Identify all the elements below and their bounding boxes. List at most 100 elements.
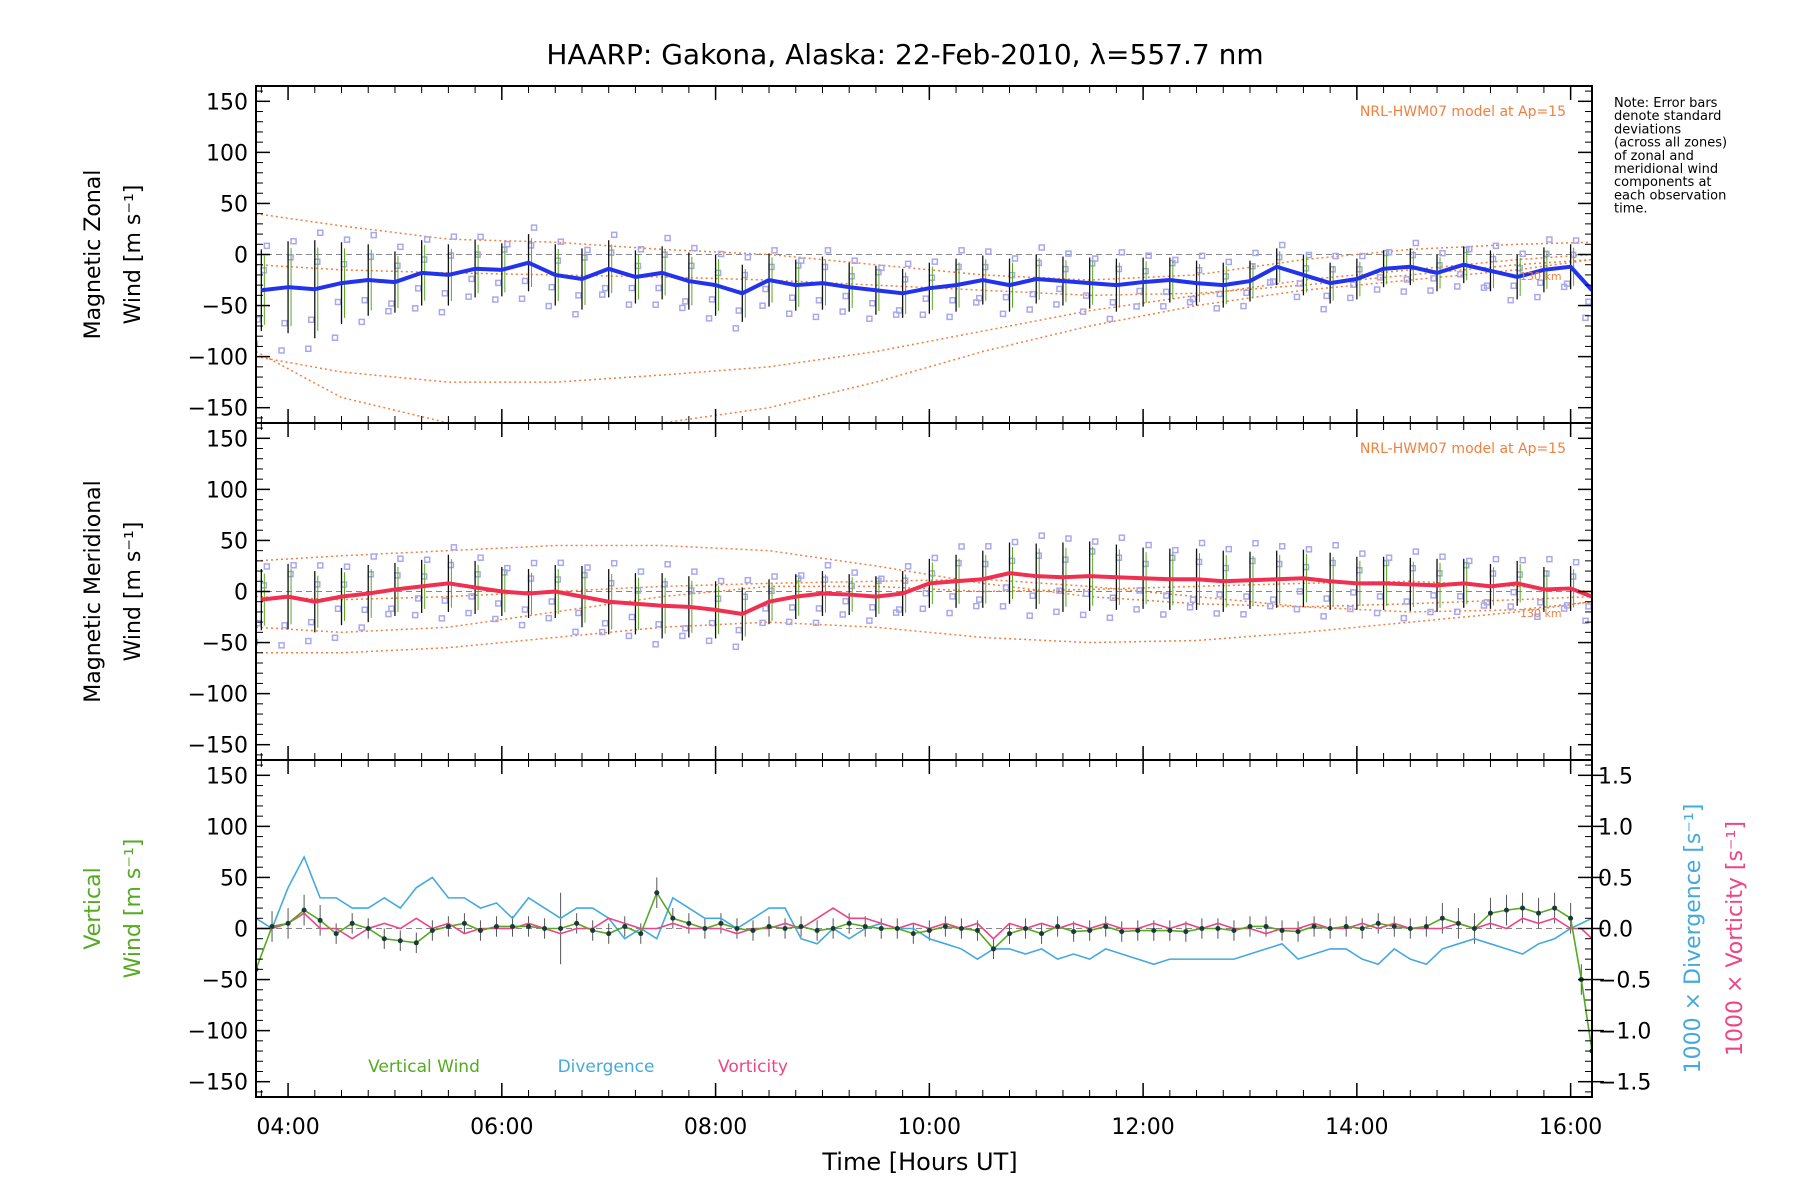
zone-sample [1585,603,1592,610]
vertical-wind-point [814,928,820,934]
zone-sample [1240,302,1247,310]
vertical-wind-point [1199,926,1205,931]
note-line: meridional wind [1614,162,1718,177]
zone-sample [682,625,689,632]
zone-sample [477,233,484,241]
zone-sample [1145,541,1152,549]
zone-sample [1109,594,1117,601]
y2-tick-label: −0.5 [1598,969,1651,994]
zone-sample [904,260,912,268]
zone-sample [735,307,743,314]
zone-sample [815,605,823,612]
zone-sample [278,642,285,649]
zone-sample [1082,292,1090,299]
vertical-wind-point [1071,929,1077,935]
vertical-wind-point [910,931,916,937]
zone-sample [1430,592,1437,599]
zone-sample [625,301,633,308]
zone-sample [1400,614,1408,622]
zone-sample [1216,591,1224,598]
vertical-wind-point [1103,923,1109,929]
vertical-wind-point [1503,907,1509,913]
zone-sample [1026,612,1033,619]
vertical-wind-point [477,928,483,934]
zone-sample [575,609,582,617]
model-curve [256,253,1592,383]
zone-sample [1534,613,1541,620]
zone-sample [1572,558,1580,566]
zone-sample [256,340,259,348]
vertical-wind-point [766,923,772,929]
vertical-wind-point [1327,926,1333,931]
x-axis-title: Time [Hours UT] [821,1148,1017,1176]
zone-sample [1118,249,1126,256]
zone-sample [305,637,312,645]
zone-sample [812,313,820,321]
zone-sample [545,302,553,310]
vertical-wind-point [1023,926,1029,931]
zone-sample [504,240,511,248]
zonal-wind-line [261,260,1592,296]
zone-sample [1002,293,1010,301]
zone-sample [1011,255,1019,262]
zone-sample [628,613,636,621]
y-axis-title-line2: Wind [m s⁻¹] [121,522,146,662]
zone-sample [1133,303,1140,310]
y-axis-title-line1: Magnetic Meridional [81,480,106,702]
zone-sample [575,292,582,299]
zone-sample [866,315,873,322]
zone-sample [278,347,285,354]
y-tick-label: −50 [202,295,248,320]
zone-sample [1118,534,1126,541]
zone-sample [652,641,659,648]
divergence-line [256,855,1592,966]
zone-sample [717,577,725,585]
y-tick-label: −150 [188,734,248,759]
plot-area [256,855,1592,1067]
vertical-wind-point [510,923,516,929]
zone-sample [1350,589,1357,596]
x-tick-label: 04:00 [256,1115,319,1140]
legend-vertical-wind: Vertical Wind [368,1057,480,1077]
zone-sample [1198,539,1206,547]
zone-sample [732,643,740,651]
zone-sample [788,604,796,611]
zone-sample [334,298,342,306]
zone-sample [414,595,422,602]
zone-sample [1519,556,1526,564]
meridional-wind-line [261,571,1592,616]
zone-sample [1507,603,1514,610]
vertical-wind-point [1520,905,1526,911]
zone-sample [1507,296,1514,304]
zone-sample [1403,598,1411,605]
zone-sample [652,301,659,308]
zone-sample [343,236,351,243]
zone-sample [388,300,395,307]
y2-tick-label: 1.0 [1598,815,1633,840]
zone-sample [423,236,431,243]
zone-sample [735,626,743,634]
zone-sample [1456,593,1464,600]
zone-sample [744,254,752,261]
zone-sample [1403,276,1411,283]
zone-sample [1133,606,1140,613]
zone-sample [973,602,980,610]
zone-sample [1373,286,1381,293]
zone-sample [1106,315,1114,323]
vertical-wind-point [493,923,499,929]
vertical-wind-point [1151,928,1157,934]
vertical-wind-point [397,938,403,944]
zone-sample [450,233,458,240]
zone-sample [1136,587,1143,594]
zone-sample [682,298,689,305]
zone-sample [705,637,713,645]
vertical-wind-point [1407,926,1413,931]
zone-sample [1002,584,1010,591]
plot-area [256,212,1592,423]
vertical-wind-point [1552,905,1558,911]
zone-sample [397,555,404,562]
zone-sample [1293,605,1301,613]
zone-sample [637,246,645,253]
zone-sample [1582,617,1589,625]
